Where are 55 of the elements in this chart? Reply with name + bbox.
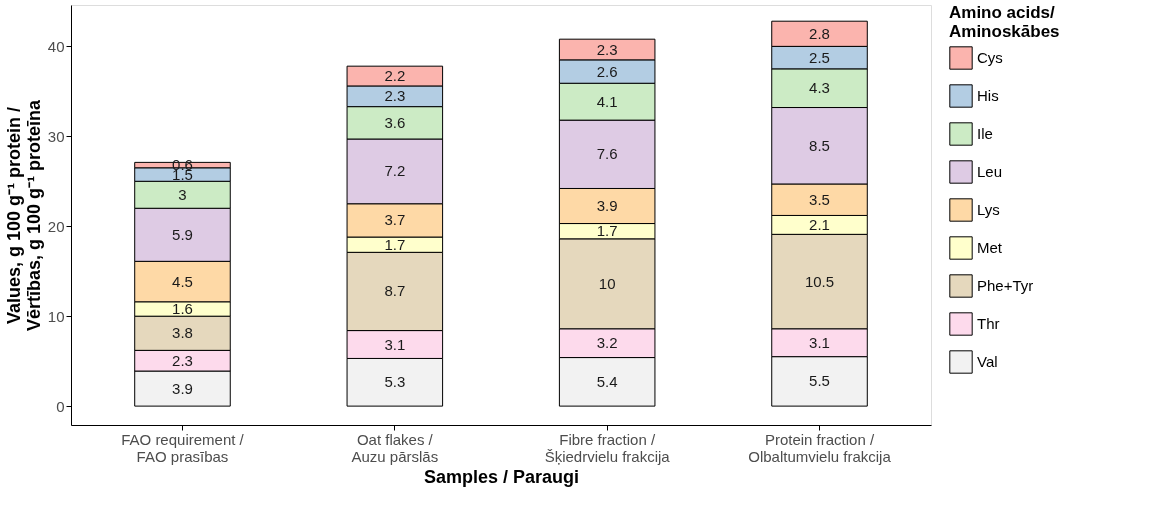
data-label: 5.4	[596, 372, 618, 390]
data-label: 3.8	[172, 324, 193, 342]
data-label: 4.5	[172, 272, 193, 290]
data-label: 5.5	[809, 372, 830, 390]
data-label: 3.9	[172, 379, 193, 397]
data-label: 8.7	[384, 282, 406, 300]
data-label: 5.9	[172, 225, 193, 243]
data-label: 7.2	[384, 162, 406, 180]
data-label: 2.1	[809, 215, 830, 233]
legend-label: Cys	[977, 49, 1003, 66]
y-tick-label: 20	[47, 217, 65, 235]
y-axis-title: Values, g 100 g⁻¹ protein / Vērtības, g 100 g⁻¹ proteīna	[3, 98, 44, 332]
data-label: 3.6	[384, 113, 406, 131]
legend-label: His	[977, 87, 999, 104]
data-label: 8.5	[809, 136, 830, 154]
data-label: 2.3	[384, 87, 406, 105]
data-label: 2.3	[596, 40, 618, 58]
legend-label: Leu	[977, 163, 1003, 180]
data-label: 4.3	[809, 79, 830, 97]
data-label: 2.5	[809, 48, 830, 66]
data-label: 2.3	[172, 351, 193, 369]
y-tick-label: 0	[56, 397, 65, 415]
x-tick-label: Protein fraction / Olbaltumvielu frakcija	[748, 430, 892, 465]
legend-label: Val	[977, 353, 998, 370]
legend-label: Thr	[977, 315, 1000, 332]
data-label: 10	[598, 274, 616, 292]
data-label: 2.2	[384, 67, 406, 85]
data-label: 1.7	[596, 222, 618, 240]
legend-title: Amino acids/ Aminoskābes	[949, 3, 1060, 41]
y-tick-label: 40	[47, 37, 65, 55]
data-label: 1.7	[384, 235, 406, 253]
data-label: 3.1	[384, 335, 406, 353]
data-label: 3.2	[596, 334, 618, 352]
data-label: 3	[178, 185, 187, 203]
data-label: 3.5	[809, 190, 830, 208]
x-tick-label: FAO requirement / FAO prasības	[121, 430, 245, 465]
legend-label: Phe+Tyr	[977, 277, 1034, 294]
data-label: 1.6	[172, 299, 193, 317]
data-label: 3.1	[809, 333, 830, 351]
data-label: 2.6	[596, 62, 618, 80]
data-label: 7.6	[596, 145, 618, 163]
data-label: 3.9	[596, 197, 618, 215]
legend-label: Ile	[977, 125, 993, 142]
data-label: 10.5	[804, 272, 835, 290]
legend-label: Met	[977, 239, 1003, 256]
data-label: 2.8	[809, 24, 830, 42]
y-tick-label: 10	[47, 307, 65, 325]
data-label: 5.3	[384, 373, 406, 391]
data-label: 3.7	[384, 211, 406, 229]
legend-label: Lys	[977, 201, 1000, 218]
x-tick-label: Fibre fraction / Šķiedrvielu frakcija	[544, 430, 671, 465]
x-axis-title: Samples / Paraugi	[423, 466, 580, 487]
x-tick-label: Oat flakes / Auzu pārslās	[351, 430, 439, 465]
data-label: 4.1	[596, 92, 618, 110]
y-tick-label: 30	[47, 127, 65, 145]
